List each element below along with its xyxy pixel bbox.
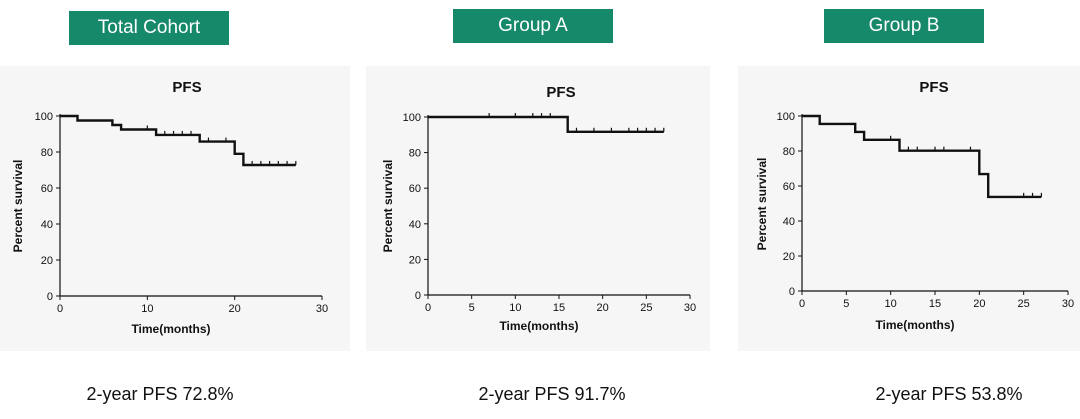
x-tick-label-group-b-20: 20 bbox=[973, 298, 985, 310]
x-tick-label-total-20: 20 bbox=[229, 303, 241, 315]
y-tick-label-group-b-80: 80 bbox=[783, 146, 795, 158]
x-tick-label-group-b-30: 30 bbox=[1062, 298, 1074, 310]
x-tick-label-group-a-0: 0 bbox=[425, 302, 431, 314]
chart-group-a: 0 20 40 60 80 100 0 5 10 15 20 25 30 PFS Time(months) P… bbox=[381, 84, 696, 333]
panel-background-group-b bbox=[738, 66, 1080, 351]
survival-curve-group-b bbox=[802, 114, 1042, 199]
summary-group-b: 2-year PFS 53.8% bbox=[875, 384, 1023, 404]
survival-curve-group-a bbox=[428, 115, 664, 134]
chart-title-group-a: PFS bbox=[546, 84, 575, 101]
x-tick-label-group-b-10: 10 bbox=[885, 298, 897, 310]
summary-total-cohort: 2-year PFS 72.8% bbox=[86, 384, 234, 404]
x-tick-label-group-a-20: 20 bbox=[597, 302, 609, 314]
y-tick-label-group-a-40: 40 bbox=[409, 219, 421, 231]
y-tick-label-group-a-60: 60 bbox=[409, 183, 421, 195]
survival-curve-total bbox=[60, 114, 296, 167]
badge-total-cohort: Total Cohort bbox=[69, 11, 229, 45]
y-tick-label-group-a-100: 100 bbox=[403, 112, 421, 124]
y-tick-label-group-a-20: 20 bbox=[409, 254, 421, 266]
x-tick-label-total-10: 10 bbox=[141, 303, 153, 315]
x-tick-label-group-b-5: 5 bbox=[843, 298, 849, 310]
y-tick-label-group-b-0: 0 bbox=[789, 286, 795, 298]
x-axis-label-group-a: Time(months) bbox=[499, 319, 578, 333]
y-tick-label-group-b-20: 20 bbox=[783, 251, 795, 263]
panel-background-total bbox=[0, 66, 350, 351]
x-tick-label-group-a-15: 15 bbox=[553, 302, 565, 314]
x-axis-label-group-b: Time(months) bbox=[875, 318, 954, 332]
x-tick-label-total-30: 30 bbox=[316, 303, 328, 315]
y-axis-label-total: Percent survival bbox=[11, 160, 25, 253]
y-tick-label-group-b-100: 100 bbox=[777, 111, 795, 123]
y-tick-label-total-20: 20 bbox=[41, 255, 53, 267]
x-axis-label-total: Time(months) bbox=[131, 322, 210, 336]
chart-total: 0 20 40 60 80 100 0 10 20 30 PFS Time(months) Percen… bbox=[11, 79, 328, 336]
y-tick-label-total-60: 60 bbox=[41, 183, 53, 195]
y-tick-label-total-0: 0 bbox=[47, 291, 53, 303]
x-tick-label-group-a-10: 10 bbox=[509, 302, 521, 314]
chart-title-group-b: PFS bbox=[919, 79, 948, 96]
y-tick-label-total-80: 80 bbox=[41, 147, 53, 159]
x-tick-label-group-b-0: 0 bbox=[799, 298, 805, 310]
badge-group-b: Group B bbox=[824, 9, 984, 43]
y-tick-label-total-40: 40 bbox=[41, 219, 53, 231]
summary-group-a: 2-year PFS 91.7% bbox=[478, 384, 626, 404]
y-tick-label-group-b-60: 60 bbox=[783, 181, 795, 193]
badge-group-a: Group A bbox=[453, 9, 613, 43]
x-tick-label-group-a-5: 5 bbox=[469, 302, 475, 314]
y-axis-label-group-b: Percent survival bbox=[755, 158, 769, 251]
x-tick-label-group-b-25: 25 bbox=[1018, 298, 1030, 310]
chart-group-b: 0 20 40 60 80 100 0 5 10 15 20 25 30 PFS Time(months) P… bbox=[755, 79, 1074, 332]
x-tick-label-group-b-15: 15 bbox=[929, 298, 941, 310]
x-tick-label-group-a-25: 25 bbox=[640, 302, 652, 314]
x-tick-label-total-0: 0 bbox=[57, 303, 63, 315]
y-tick-label-group-a-80: 80 bbox=[409, 148, 421, 160]
x-tick-label-group-a-30: 30 bbox=[684, 302, 696, 314]
y-tick-label-total-100: 100 bbox=[35, 111, 53, 123]
y-tick-label-group-a-0: 0 bbox=[415, 290, 421, 302]
y-axis-label-group-a: Percent survival bbox=[381, 160, 395, 253]
chart-title-total: PFS bbox=[172, 79, 201, 96]
panel-background-group-a bbox=[366, 66, 710, 351]
y-tick-label-group-b-40: 40 bbox=[783, 216, 795, 228]
